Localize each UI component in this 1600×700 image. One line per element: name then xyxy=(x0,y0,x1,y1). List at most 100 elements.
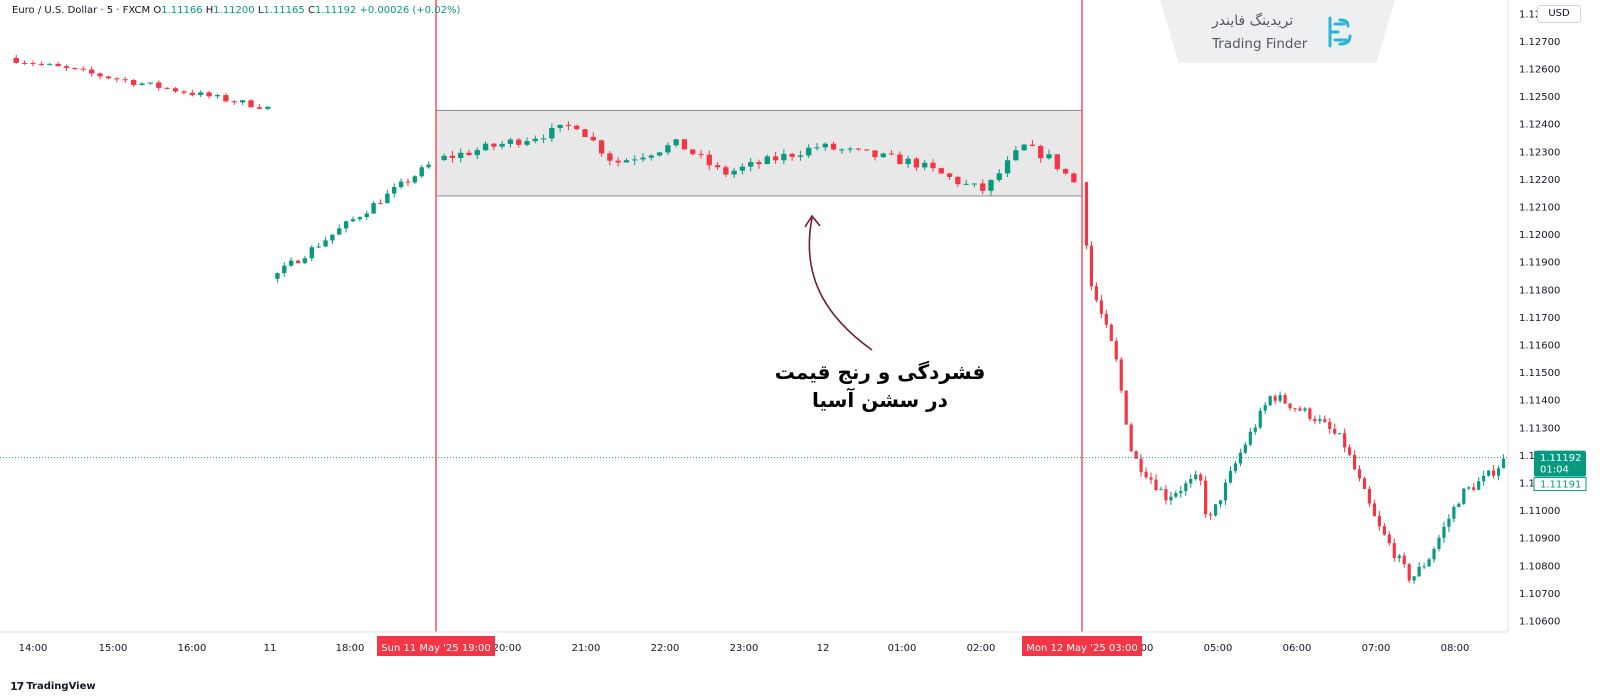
candle xyxy=(1144,467,1148,480)
candle xyxy=(88,66,95,77)
candle xyxy=(731,167,737,179)
candle xyxy=(1338,432,1342,435)
time-axis[interactable]: 14:00 15:00 16:00 11 18:00 20:00 21:00 22:00 23:… xyxy=(0,631,1508,656)
candle xyxy=(130,79,137,87)
candle xyxy=(1422,562,1426,570)
candle xyxy=(739,163,746,175)
candle xyxy=(698,150,704,159)
symbol-legend[interactable]: Euro / U.S. Dollar · 5 · FXCM O1.11166 H… xyxy=(12,5,460,16)
asia-range-box xyxy=(435,109,1083,197)
candle xyxy=(288,257,294,267)
candle xyxy=(723,165,729,178)
time-tick-label: 14:00 xyxy=(19,643,48,654)
candle xyxy=(1209,511,1213,520)
candle xyxy=(426,161,431,169)
price-tick-label: 1.11300 xyxy=(1519,423,1560,434)
candle xyxy=(405,178,411,187)
close-label: C xyxy=(307,5,315,16)
annotation-arrowhead xyxy=(804,214,821,228)
candle xyxy=(1472,483,1476,492)
candle xyxy=(482,141,489,152)
time-tick-label: 02:00 xyxy=(967,643,996,654)
candle xyxy=(1437,534,1441,552)
candle xyxy=(412,175,418,185)
candle xyxy=(275,272,280,283)
candle xyxy=(607,151,613,166)
candle xyxy=(839,148,845,154)
candle xyxy=(316,242,321,249)
candle xyxy=(1268,395,1272,407)
symbol-name: Euro / U.S. Dollar · 5 · FXCM xyxy=(12,5,151,16)
price-axis[interactable]: 1.128001.127001.126001.125001.124001.123… xyxy=(1507,0,1560,632)
high-value: 1.11200 xyxy=(213,5,255,16)
candle xyxy=(1377,510,1381,531)
annotation-line-2: در سشن آسیا xyxy=(812,388,948,412)
candle xyxy=(946,172,953,180)
candle xyxy=(574,125,580,130)
candle xyxy=(1323,415,1327,423)
price-tick-label: 1.12500 xyxy=(1519,92,1560,103)
candle xyxy=(1062,168,1069,176)
tradingview-logo[interactable]: 17 TradingView xyxy=(10,680,96,693)
candle xyxy=(156,80,162,91)
candle xyxy=(922,160,928,171)
candle xyxy=(988,179,994,196)
candle xyxy=(847,146,853,153)
candle xyxy=(913,157,920,171)
candle xyxy=(1114,337,1118,362)
annotation-line-1: فشردگی و رنج قیمت xyxy=(774,360,986,384)
candle xyxy=(540,134,547,143)
price-tick-label: 1.11500 xyxy=(1519,368,1560,379)
price-tick-label: 1.12100 xyxy=(1519,202,1560,213)
change-value: +0.00026 (+0.02%) xyxy=(359,5,461,16)
candle xyxy=(1283,392,1287,405)
price-tick-label: 1.12600 xyxy=(1519,64,1560,75)
candle xyxy=(1343,428,1347,453)
candle xyxy=(1432,546,1436,563)
candle xyxy=(971,183,978,188)
currency-selector[interactable]: USD xyxy=(1537,5,1581,23)
candle xyxy=(1372,499,1377,517)
candle xyxy=(880,152,886,159)
candle xyxy=(930,159,936,172)
time-tick-label: 18:00 xyxy=(336,643,365,654)
candle xyxy=(364,210,369,220)
candle xyxy=(764,154,770,165)
candle xyxy=(1462,488,1466,506)
candle xyxy=(1303,406,1307,413)
candle xyxy=(714,161,721,171)
price-tick-label: 1.12400 xyxy=(1519,120,1560,131)
candle xyxy=(516,138,522,148)
candle xyxy=(980,179,986,195)
price-tick-label: 1.11700 xyxy=(1519,313,1560,324)
candle xyxy=(1417,562,1421,577)
candle xyxy=(955,175,961,188)
candle xyxy=(665,142,671,155)
price-tick-label: 1.10900 xyxy=(1519,534,1560,545)
candle xyxy=(466,149,472,156)
candle xyxy=(97,72,103,80)
asia-range-annotation: فشردگی و رنج قیمت در سشن آسیا xyxy=(760,358,1000,414)
last-price-value: 1.11192 xyxy=(1540,453,1581,464)
candle xyxy=(214,93,221,99)
candle xyxy=(458,148,464,163)
candle xyxy=(1129,422,1133,453)
candle xyxy=(590,132,596,142)
candle xyxy=(491,142,497,150)
candle xyxy=(1253,424,1257,435)
candle xyxy=(897,151,903,165)
candle xyxy=(872,150,878,161)
candle xyxy=(905,155,911,168)
candle xyxy=(1452,504,1456,523)
candle xyxy=(1228,466,1233,484)
candle xyxy=(1004,156,1011,178)
candle xyxy=(1218,500,1223,508)
candle xyxy=(72,67,78,71)
candle xyxy=(1367,486,1372,507)
candle xyxy=(1184,480,1188,496)
candle xyxy=(1382,523,1386,536)
candle xyxy=(690,149,696,156)
annotation-arrow xyxy=(808,217,873,351)
price-tick-label: 1.10600 xyxy=(1519,616,1560,627)
